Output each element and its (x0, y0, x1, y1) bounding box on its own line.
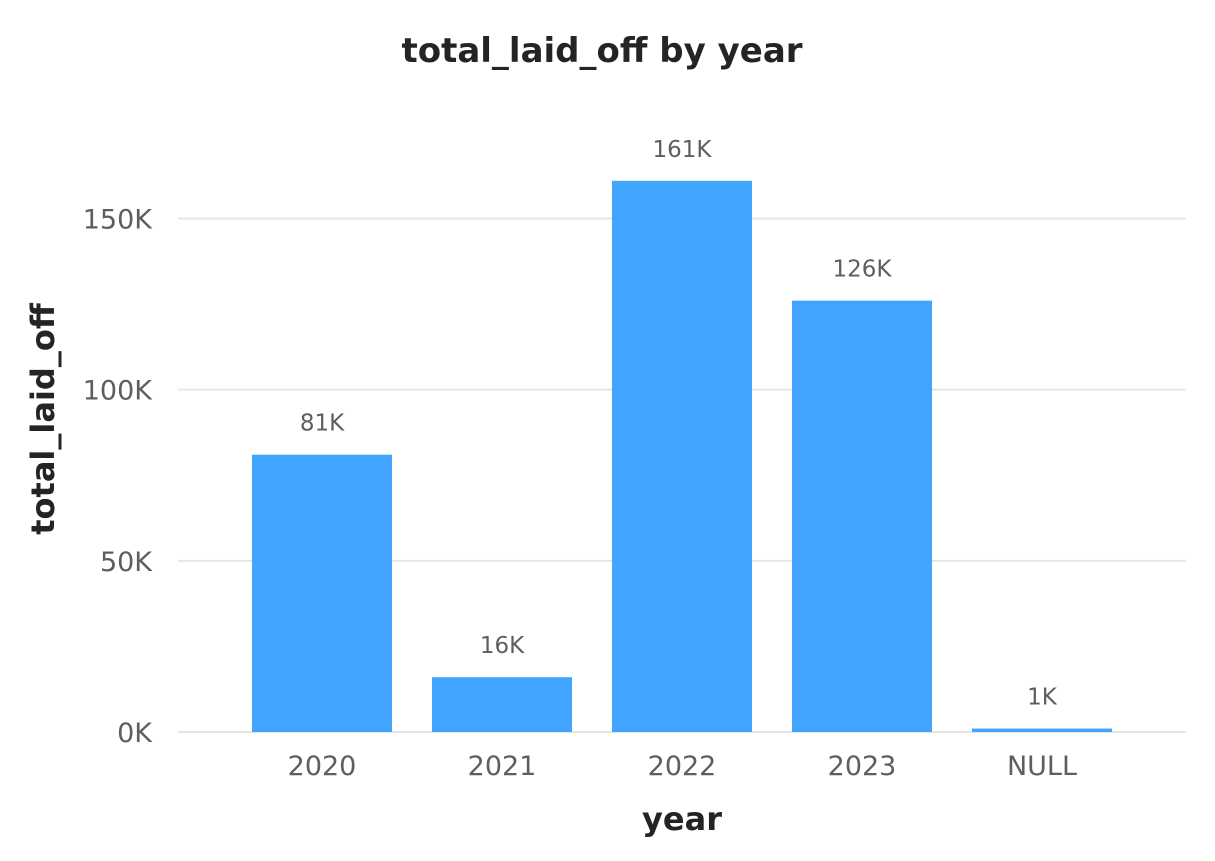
bar-2020[interactable] (252, 454, 392, 732)
bar-null[interactable] (972, 728, 1112, 732)
x-tick-label-2020: 2020 (288, 751, 357, 782)
data-label-2020: 81K (300, 411, 345, 437)
chart-title: total_laid_off by year (401, 31, 802, 71)
bar-2022[interactable] (612, 180, 752, 732)
y-tick-label-0: 0K (117, 718, 153, 749)
y-tick-label-1: 50K (100, 547, 153, 578)
data-label-2022: 161K (653, 137, 713, 163)
y-axis-ticks: 0K 50K 100K 150K (83, 204, 154, 749)
bars (252, 180, 1112, 732)
y-tick-label-2: 100K (83, 376, 154, 407)
x-tick-label-null: NULL (1007, 751, 1077, 782)
x-axis-ticks: 2020 2021 2022 2023 NULL (288, 751, 1077, 782)
y-axis-title: total_laid_off (24, 302, 62, 535)
y-tick-label-3: 150K (83, 204, 154, 235)
x-axis-title: year (642, 800, 722, 838)
x-tick-label-2022: 2022 (648, 751, 717, 782)
data-labels: 81K 16K 161K 126K 1K (300, 137, 1058, 711)
data-label-2021: 16K (480, 633, 525, 659)
data-label-null: 1K (1027, 685, 1058, 711)
x-tick-label-2023: 2023 (828, 751, 897, 782)
bar-2023[interactable] (792, 300, 932, 732)
data-label-2023: 126K (833, 257, 893, 283)
x-tick-label-2021: 2021 (468, 751, 537, 782)
bar-2021[interactable] (432, 677, 572, 732)
